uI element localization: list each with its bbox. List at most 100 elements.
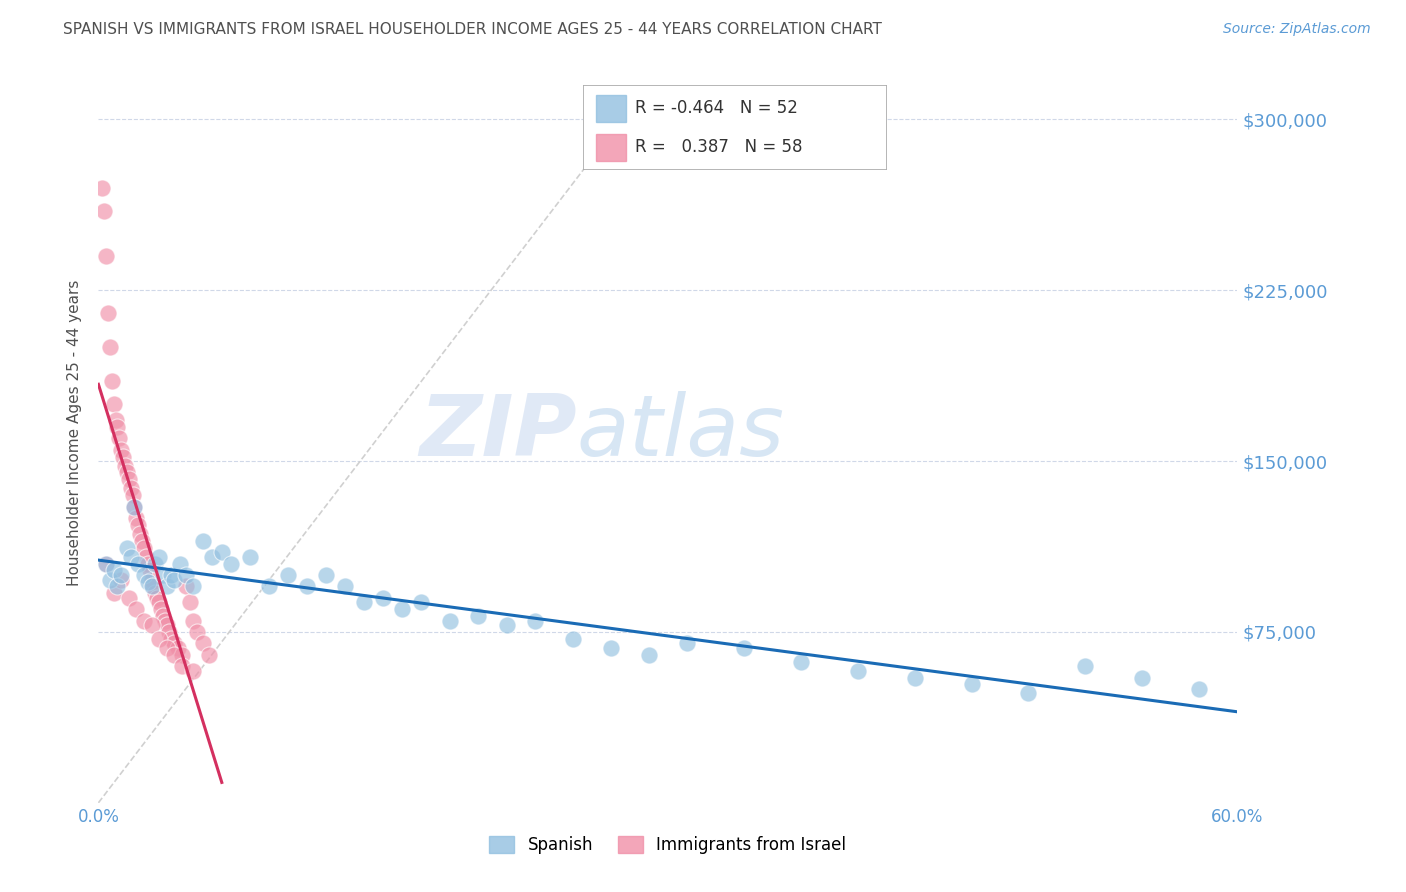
Point: [1018, 686, 1040, 700]
Point: [353, 595, 375, 609]
Bar: [596, 134, 626, 161]
Point: [115, 541, 138, 555]
Point: [142, 579, 165, 593]
Point: [411, 595, 433, 609]
Point: [156, 618, 179, 632]
Point: [600, 640, 623, 655]
Point: [163, 648, 186, 662]
Point: [132, 614, 155, 628]
Point: [121, 488, 143, 502]
Point: [156, 579, 179, 593]
Point: [132, 541, 155, 555]
Point: [98, 573, 121, 587]
Point: [391, 602, 413, 616]
Point: [110, 568, 132, 582]
Point: [960, 677, 983, 691]
Point: [163, 573, 186, 587]
Point: [124, 500, 146, 514]
Point: [91, 180, 114, 194]
Point: [114, 458, 136, 473]
Point: [120, 482, 142, 496]
Text: atlas: atlas: [576, 391, 785, 475]
Point: [136, 574, 159, 589]
Point: [495, 618, 517, 632]
Point: [201, 549, 224, 564]
Point: [141, 573, 163, 587]
Point: [790, 655, 813, 669]
Point: [129, 527, 152, 541]
Point: [159, 568, 181, 582]
Point: [125, 602, 148, 616]
Point: [524, 614, 547, 628]
Point: [676, 636, 699, 650]
Point: [467, 609, 489, 624]
Point: [335, 579, 357, 593]
Point: [904, 671, 927, 685]
Point: [103, 586, 125, 600]
Point: [170, 648, 193, 662]
Text: ZIP: ZIP: [419, 391, 576, 475]
Bar: [596, 95, 626, 122]
Point: [1188, 681, 1211, 696]
Point: [124, 500, 146, 514]
Point: [221, 557, 243, 571]
Point: [98, 340, 121, 354]
Point: [112, 450, 135, 464]
Point: [120, 549, 142, 564]
Point: [156, 640, 179, 655]
Point: [1074, 659, 1097, 673]
Text: Source: ZipAtlas.com: Source: ZipAtlas.com: [1223, 22, 1371, 37]
Point: [562, 632, 585, 646]
Point: [103, 564, 125, 578]
Point: [163, 636, 186, 650]
Point: [733, 640, 755, 655]
Point: [148, 549, 170, 564]
Point: [138, 564, 160, 578]
Point: [104, 413, 127, 427]
Point: [100, 375, 122, 389]
Point: [439, 614, 461, 628]
Point: [94, 249, 117, 263]
Point: [211, 545, 233, 559]
Point: [174, 568, 197, 582]
Point: [186, 624, 208, 639]
Point: [152, 568, 174, 582]
Point: [150, 602, 173, 616]
Point: [169, 557, 191, 571]
Point: [136, 557, 159, 571]
Point: [167, 640, 190, 655]
Point: [152, 609, 174, 624]
Point: [135, 549, 157, 564]
Point: [315, 568, 337, 582]
Point: [1132, 671, 1154, 685]
Point: [146, 591, 169, 605]
Point: [638, 648, 661, 662]
Point: [157, 624, 180, 639]
Point: [94, 557, 117, 571]
Point: [97, 306, 120, 320]
Point: [131, 533, 153, 548]
Point: [197, 648, 219, 662]
Point: [145, 557, 167, 571]
Point: [107, 579, 129, 593]
Point: [115, 466, 138, 480]
Point: [94, 557, 117, 571]
Point: [183, 614, 205, 628]
Point: [239, 549, 262, 564]
Point: [110, 442, 132, 457]
Point: [145, 586, 167, 600]
Point: [127, 557, 149, 571]
Point: [159, 632, 181, 646]
Point: [118, 472, 141, 486]
Point: [108, 431, 131, 445]
Point: [179, 595, 201, 609]
Point: [297, 579, 319, 593]
Point: [153, 614, 176, 628]
Point: [170, 659, 193, 673]
Point: [141, 618, 163, 632]
Point: [183, 664, 205, 678]
Point: [191, 533, 214, 548]
Point: [107, 420, 129, 434]
Point: [127, 517, 149, 532]
Text: R = -0.464   N = 52: R = -0.464 N = 52: [636, 100, 797, 118]
